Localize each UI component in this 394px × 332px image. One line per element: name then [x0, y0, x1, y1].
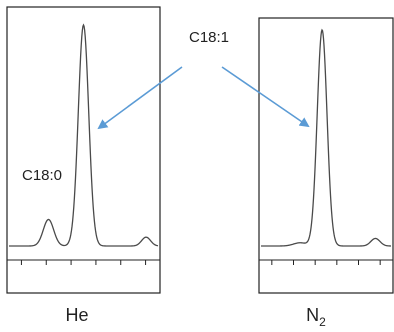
- panel-right-label: N2: [306, 305, 326, 329]
- panel-right-frame: [258, 17, 394, 294]
- c18-1-label: C18:1: [189, 29, 229, 46]
- panel-right: N2: [258, 17, 394, 329]
- panel-left-ticks: [20, 260, 147, 265]
- annotation-c18-1: C18:1: [97, 29, 310, 130]
- panel-right-ticks: [271, 260, 381, 265]
- arrow-to-left-peak: [97, 66, 183, 130]
- panel-left-label: He: [65, 305, 88, 325]
- panel-right-trace: [261, 28, 392, 247]
- panel-right-label-sub: 2: [319, 315, 326, 329]
- c18-0-label: C18:0: [22, 167, 62, 184]
- arrow-to-right-peak: [221, 66, 310, 128]
- panel-right-label-main: N: [306, 305, 319, 325]
- panel-left-trace: [9, 23, 159, 247]
- panel-left: C18:0 He: [6, 6, 161, 325]
- panel-left-frame: [6, 6, 161, 294]
